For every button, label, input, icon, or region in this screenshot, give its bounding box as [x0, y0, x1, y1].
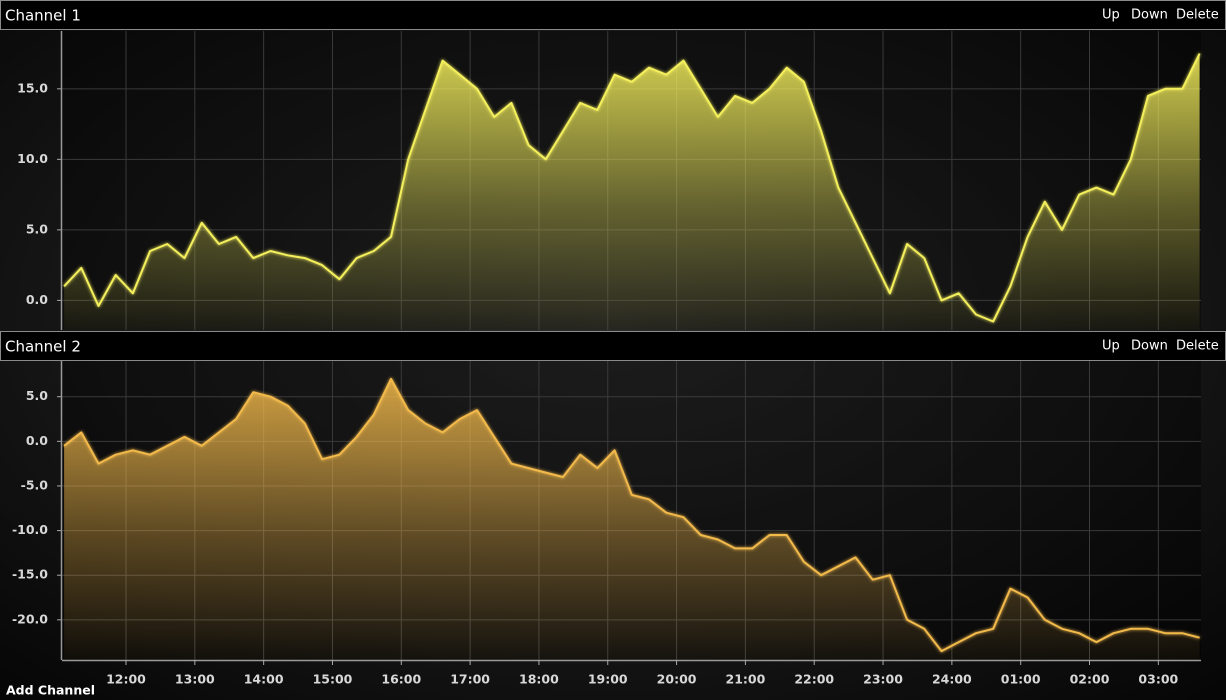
x-tick-label: 24:00 — [932, 672, 972, 687]
y-tick-label: 5.0 — [26, 388, 48, 403]
y-tick-label: 0.0 — [26, 292, 48, 307]
y-tick-label: -10.0 — [12, 522, 48, 537]
x-tick-label: 15:00 — [313, 672, 353, 687]
channel-title: Channel 1 — [5, 7, 81, 25]
channel-title: Channel 2 — [5, 338, 81, 356]
x-tick-label: 18:00 — [519, 672, 559, 687]
channel-header — [0, 331, 1226, 361]
channel-button[interactable]: Down — [1131, 8, 1168, 23]
x-tick-label: 12:00 — [106, 672, 146, 687]
y-tick-label: -5.0 — [21, 477, 49, 492]
channel-button[interactable]: Down — [1131, 339, 1168, 354]
x-tick-label: 03:00 — [1138, 672, 1178, 687]
y-tick-label: 10.0 — [17, 151, 48, 166]
x-tick-label: 20:00 — [657, 672, 697, 687]
x-tick-label: 17:00 — [450, 672, 490, 687]
channel-header — [0, 0, 1226, 30]
y-tick-label: -15.0 — [12, 567, 48, 582]
channel-button[interactable]: Delete — [1176, 8, 1219, 23]
y-tick-label: 5.0 — [26, 221, 48, 236]
channel-button[interactable]: Up — [1102, 339, 1120, 354]
y-tick-label: 15.0 — [17, 80, 48, 95]
x-tick-label: 14:00 — [244, 672, 284, 687]
x-tick-label: 13:00 — [175, 672, 215, 687]
x-tick-label: 21:00 — [726, 672, 766, 687]
channel-button[interactable]: Delete — [1176, 339, 1219, 354]
line — [63, 377, 1200, 653]
x-tick-label: 23:00 — [863, 672, 903, 687]
add-channel-button[interactable]: Add Channel — [6, 683, 95, 698]
x-tick-label: 01:00 — [1001, 672, 1041, 687]
x-tick-label: 22:00 — [794, 672, 834, 687]
x-tick-label: 16:00 — [381, 672, 421, 687]
channel-button[interactable]: Up — [1102, 8, 1120, 23]
area-fill — [64, 53, 1200, 330]
x-tick-label: 19:00 — [588, 672, 628, 687]
area-fill — [64, 378, 1200, 660]
y-tick-label: 0.0 — [26, 433, 48, 448]
line — [63, 53, 1201, 323]
y-tick-label: -20.0 — [12, 611, 48, 626]
x-tick-label: 02:00 — [1070, 672, 1110, 687]
